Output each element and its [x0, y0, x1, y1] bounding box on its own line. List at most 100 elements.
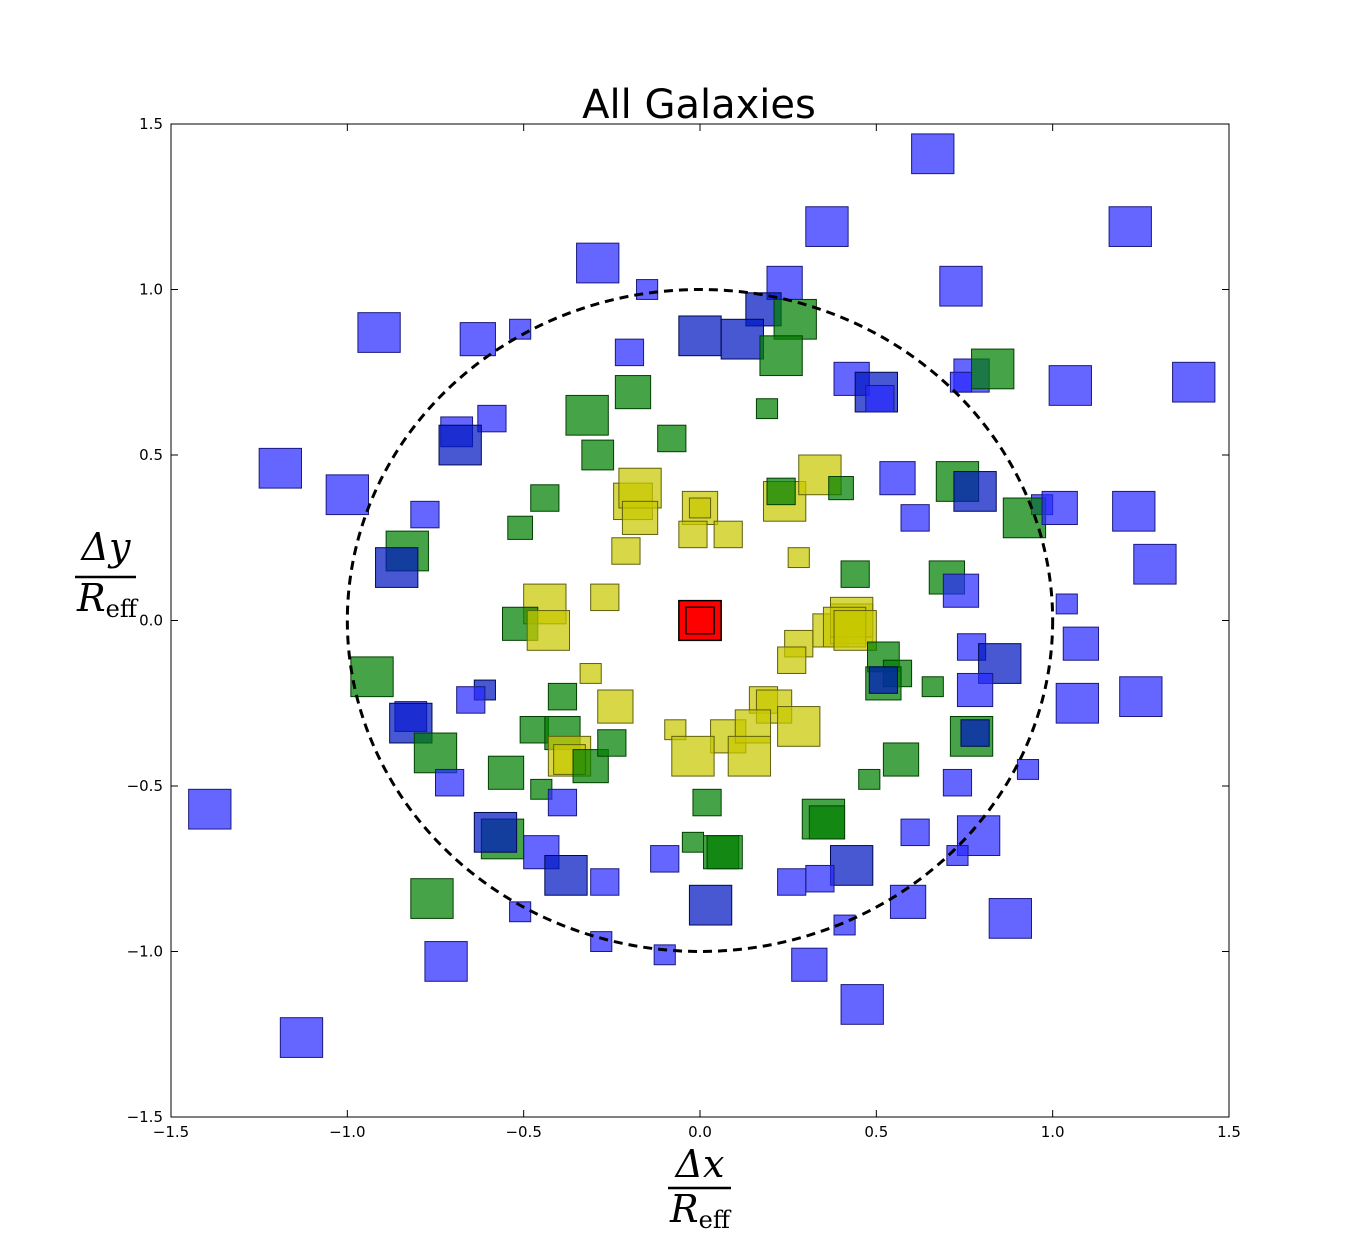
point-green-124 [808, 805, 846, 840]
y-axis-label-denominator: Reff [76, 576, 139, 623]
y-tick-label: −0.5 [127, 777, 163, 795]
point-blue-50 [1041, 490, 1078, 526]
point-blue-64 [1055, 593, 1078, 615]
point-darkblue-36 [953, 471, 997, 512]
point-green-14 [759, 335, 803, 377]
point-green-110 [597, 729, 627, 757]
point-yellow-102 [777, 706, 821, 747]
point-yellow-57 [787, 547, 810, 569]
point-green-25 [565, 394, 609, 436]
reference-circle-layer [345, 288, 1055, 953]
x-axis-label-subscript: eff [699, 1206, 732, 1234]
point-yellow-66 [590, 583, 620, 612]
point-green-122 [692, 788, 722, 817]
point-green-53 [507, 515, 533, 540]
point-blue-144 [988, 898, 1033, 939]
point-yellow-39 [621, 500, 659, 535]
point-blue-52 [410, 500, 440, 529]
y-tick-label: 1.0 [139, 281, 163, 299]
point-green-11 [773, 298, 817, 340]
x-tick-label: 0.0 [688, 1123, 712, 1141]
point-darkblue-137 [829, 845, 874, 886]
plot-area: −1.5 −1.0 −0.5 0.0 0.5 1.0 1.5 −1.5 −1.0 −0.5 0.0 0… [127, 115, 1241, 1141]
point-green-44 [766, 477, 796, 506]
point-darkblue-128 [544, 855, 588, 896]
point-blue-33 [325, 474, 369, 516]
reference-circle [345, 288, 1055, 953]
point-blue-147 [653, 944, 676, 966]
x-tick-label: −1.5 [153, 1123, 189, 1141]
y-tick-label: 0.0 [139, 612, 163, 630]
point-green-105 [519, 715, 549, 744]
x-axis-label-denominator-main: R [669, 1187, 699, 1231]
point-green-31 [581, 439, 615, 471]
y-axis-label: Δy Reff [75, 525, 139, 623]
y-axis-label-numerator: Δy [80, 525, 131, 569]
point-blue-85 [956, 672, 994, 708]
point-blue-22 [1048, 365, 1092, 406]
point-blue-51 [1112, 490, 1156, 532]
point-yellow-55 [713, 520, 743, 549]
point-blue-3 [576, 242, 620, 284]
point-blue-130 [650, 845, 680, 873]
point-blue-23 [1172, 361, 1216, 403]
y-axis-label-subscript: eff [106, 595, 139, 623]
point-yellow-42 [688, 497, 712, 519]
point-darkblue-120 [960, 719, 990, 747]
point-darkblue-30 [438, 424, 482, 466]
point-blue-113 [435, 768, 465, 797]
point-blue-143 [889, 884, 927, 919]
point-green-90 [547, 682, 578, 711]
point-blue-129 [590, 868, 620, 896]
point-green-116 [882, 742, 920, 777]
point-blue-152 [840, 984, 884, 1025]
point-blue-115 [547, 788, 578, 817]
point-blue-92 [456, 686, 486, 714]
point-blue-146 [590, 931, 613, 953]
point-blue-151 [279, 1017, 324, 1058]
point-blue-138 [805, 864, 835, 893]
point-green-89 [350, 656, 394, 698]
point-blue-63 [1133, 543, 1177, 585]
data-points [188, 133, 1216, 1058]
point-blue-134 [900, 818, 930, 847]
point-blue-15 [614, 338, 645, 367]
point-green-21 [971, 348, 1015, 390]
point-blue-148 [791, 947, 828, 982]
point-blue-32 [258, 447, 302, 489]
point-blue-139 [777, 868, 807, 896]
point-blue-150 [188, 788, 232, 830]
point-yellow-68 [526, 610, 571, 651]
x-axis-label-denominator: Reff [669, 1187, 732, 1234]
point-green-133 [706, 835, 743, 870]
point-blue-7 [357, 312, 401, 353]
point-blue-86 [1062, 626, 1100, 661]
point-blue-2 [1108, 206, 1152, 247]
point-blue-0 [911, 133, 955, 175]
point-green-27 [657, 424, 687, 453]
y-tick-label: 1.5 [139, 115, 163, 133]
point-yellow-104 [671, 735, 715, 777]
point-blue-121 [1016, 759, 1040, 780]
point-blue-28 [477, 404, 507, 433]
point-green-131 [681, 831, 705, 853]
point-darkblue-141 [688, 884, 733, 926]
y-tick-label: −1.5 [127, 1108, 163, 1126]
point-blue-1 [805, 206, 849, 247]
point-green-40 [530, 484, 560, 512]
x-axis-label: Δx Reff [668, 1142, 732, 1234]
x-tick-label: 0.5 [864, 1123, 888, 1141]
point-darkblue-13 [720, 318, 764, 360]
point-blue-62 [942, 573, 980, 608]
axis-ticks: −1.5 −1.0 −0.5 0.0 0.5 1.0 1.5 −1.5 −1.0 −0.5 0.0 0… [127, 115, 1241, 1141]
point-blue-8 [459, 322, 496, 357]
point-green-46 [828, 476, 854, 501]
point-blue-18 [865, 384, 895, 413]
point-blue-118 [942, 768, 973, 797]
point-yellow-96 [597, 689, 634, 724]
point-blue-47 [900, 504, 930, 532]
x-tick-label: 1.5 [1217, 1123, 1241, 1141]
point-blue-9 [509, 318, 532, 340]
x-tick-label: −1.0 [329, 1123, 365, 1141]
